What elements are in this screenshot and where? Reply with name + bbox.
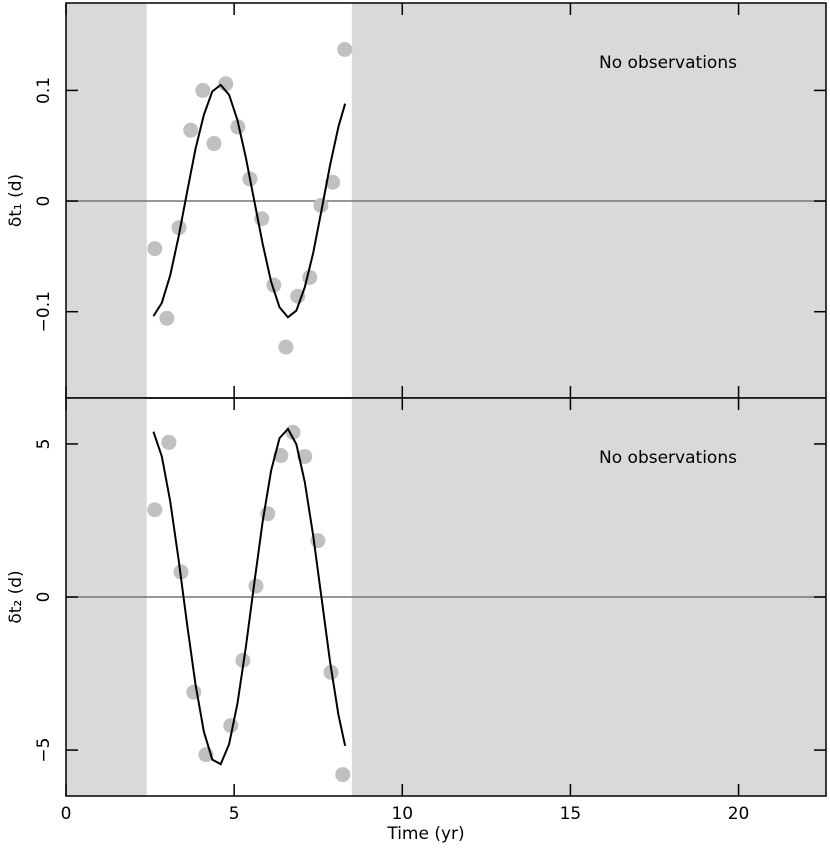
data-point (278, 339, 294, 355)
data-point (302, 269, 318, 285)
y-tick-label: 5 (34, 439, 54, 450)
fit-curve (152, 83, 347, 319)
annotation: No observations (599, 448, 737, 468)
data-point (195, 82, 211, 98)
data-point (171, 220, 187, 236)
x-axis-label: Time (yr) (386, 824, 464, 844)
plot-area (66, 3, 826, 398)
y-axis-label: δt₂ (d) (6, 570, 26, 623)
data-point (183, 122, 199, 138)
data-point (161, 434, 177, 450)
data-point (159, 310, 175, 326)
y-tick-label: 0 (34, 592, 54, 603)
plot-area (66, 398, 826, 796)
data-point (325, 174, 341, 190)
data-point (297, 448, 313, 464)
data-point (186, 684, 202, 700)
x-tick-label: 10 (391, 804, 413, 824)
y-axis-label: δt₁ (d) (6, 174, 26, 227)
y-tick-label: 0.1 (34, 77, 54, 104)
data-point (273, 448, 289, 464)
data-point (147, 241, 163, 257)
y-tick-label: 0 (34, 196, 54, 207)
data-point (230, 119, 246, 135)
data-point (223, 718, 239, 734)
data-point (147, 502, 163, 518)
data-point (313, 197, 329, 213)
data-point (335, 767, 351, 783)
data-point (290, 288, 306, 304)
data-point (285, 424, 301, 440)
data-point (248, 578, 264, 594)
y-tick-label: −5 (34, 738, 54, 763)
data-point (337, 41, 353, 57)
y-tick-label: −0.1 (34, 291, 54, 332)
annotation: No observations (599, 53, 737, 73)
x-tick-label: 15 (560, 804, 582, 824)
fit-curve (152, 427, 347, 766)
x-tick-label: 0 (61, 804, 72, 824)
x-tick-label: 20 (728, 804, 750, 824)
data-point (206, 136, 222, 152)
x-tick-label: 5 (229, 804, 240, 824)
